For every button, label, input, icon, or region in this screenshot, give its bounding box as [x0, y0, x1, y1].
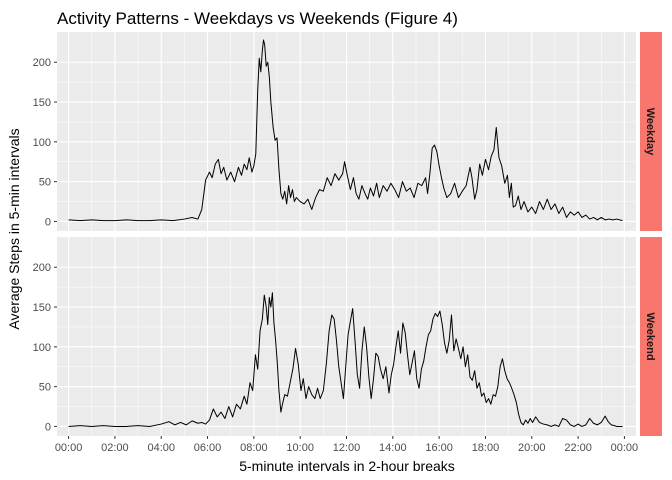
- x-tick-label: 04:00: [147, 442, 175, 454]
- series-line-weekend: [68, 292, 623, 427]
- y-tick-label: 50: [39, 177, 51, 189]
- chart-title: Activity Patterns - Weekdays vs Weekends…: [57, 9, 458, 28]
- x-tick-label: 16:00: [425, 442, 453, 454]
- x-tick-label: 02:00: [101, 442, 129, 454]
- x-axis: 00:00 02:00 04:00 06:00 08:00 10:00 12:00 14:00…: [55, 436, 638, 454]
- y-tick-label: 150: [33, 302, 51, 314]
- x-tick-label: 14:00: [379, 442, 407, 454]
- y-tick-label: 50: [39, 382, 51, 394]
- x-tick-label: 00:00: [55, 442, 83, 454]
- y-tick-label: 0: [45, 216, 51, 228]
- x-tick-label: 20:00: [518, 442, 546, 454]
- x-tick-label: 08:00: [240, 442, 268, 454]
- y-axis-title: Average Steps in 5-min intervals: [6, 128, 22, 329]
- series-line-weekday: [68, 39, 623, 222]
- y-tick-label: 100: [33, 137, 51, 149]
- x-tick-label: 22:00: [564, 442, 592, 454]
- facet-strip: [640, 32, 662, 231]
- y-tick-label: 150: [33, 97, 51, 109]
- facet-weekend: 0 50 100 150 200 Weekend: [33, 237, 662, 436]
- y-tick-label: 0: [45, 421, 51, 433]
- y-tick-label: 200: [33, 57, 51, 69]
- facet-panels: 0 50 100 150 200 Weekday 0 50 100 150 200 Weekend: [33, 32, 662, 436]
- x-tick-label: 00:00: [611, 442, 639, 454]
- x-axis-title: 5-minute intervals in 2-hour breaks: [239, 458, 455, 474]
- x-tick-label: 18:00: [472, 442, 500, 454]
- facet-strip: [640, 237, 662, 436]
- facet-strip-label: Weekday: [644, 108, 656, 156]
- x-tick-label: 10:00: [286, 442, 314, 454]
- x-tick-label: 12:00: [333, 442, 361, 454]
- y-tick-label: 200: [33, 262, 51, 274]
- y-tick-label: 100: [33, 342, 51, 354]
- facet-weekday: 0 50 100 150 200 Weekday: [33, 32, 662, 231]
- facet-strip-label: Weekend: [644, 312, 656, 360]
- x-tick-label: 06:00: [194, 442, 222, 454]
